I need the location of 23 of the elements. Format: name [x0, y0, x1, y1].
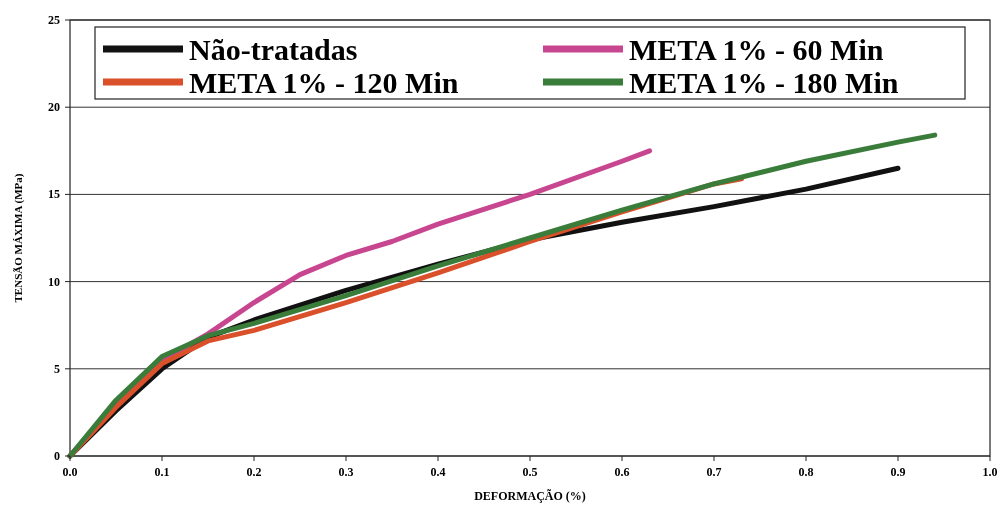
- x-tick-label: 0.7: [706, 465, 722, 479]
- x-tick-label: 0.5: [522, 465, 538, 479]
- x-tick-label: 0.9: [890, 465, 906, 479]
- x-tick-label: 1.0: [982, 465, 998, 479]
- x-axis-title: DEFORMAÇÃO (%): [474, 489, 586, 503]
- legend-label: META 1% - 180 Min: [629, 66, 899, 99]
- y-tick-label: 15: [48, 187, 60, 202]
- x-tick-label: 0.3: [338, 465, 354, 479]
- legend-label: Não-tratadas: [189, 33, 358, 66]
- legend-label: META 1% - 120 Min: [189, 66, 459, 99]
- y-tick-label: 10: [48, 274, 60, 289]
- x-tick-label: 0.2: [246, 465, 262, 479]
- y-tick-label: 5: [54, 361, 60, 376]
- y-tick-label: 0: [54, 449, 60, 463]
- x-tick-label: 0.8: [798, 465, 814, 479]
- x-tick-label: 0.1: [154, 465, 170, 479]
- y-tick-label: 20: [48, 100, 60, 115]
- y-axis-title: TENSÃO MÁXIMA (MPa): [12, 173, 25, 303]
- legend-label: META 1% - 60 Min: [629, 33, 884, 66]
- x-tick-label: 0.4: [430, 465, 446, 479]
- x-tick-label: 0.6: [614, 465, 630, 479]
- x-tick-label: 0.0: [62, 465, 78, 479]
- y-tick-label: 25: [48, 13, 60, 27]
